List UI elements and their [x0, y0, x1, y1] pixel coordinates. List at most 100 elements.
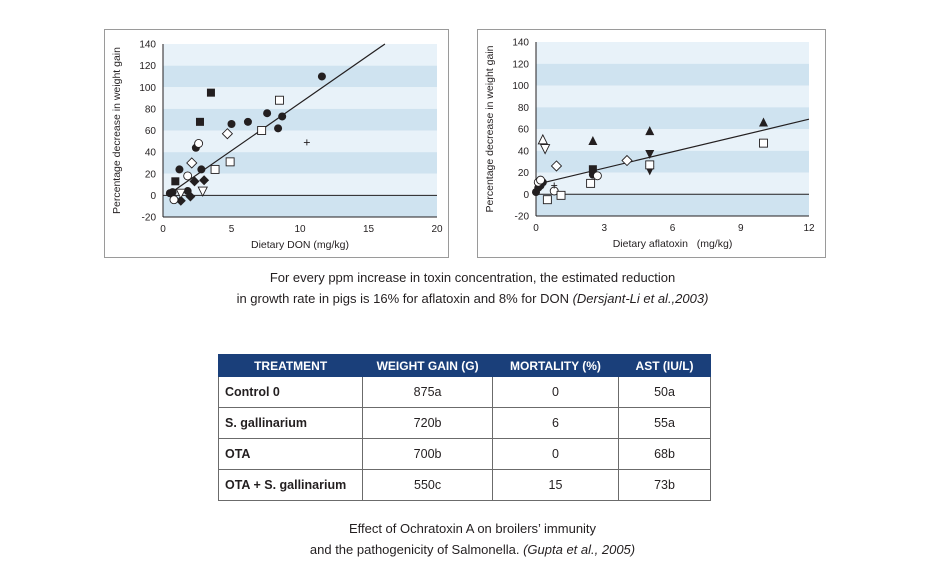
don-point-plus [303, 139, 310, 146]
aflatoxin-x-tick-label: 12 [803, 223, 815, 234]
don-x-tick-label: 15 [363, 224, 375, 235]
aflatoxin-point-triangle-up-filled [645, 126, 655, 136]
cell-treatment: OTA [217, 438, 364, 470]
don-point-square-open [225, 157, 235, 167]
aflatoxin-y-tick-label: 60 [518, 125, 530, 136]
don-y-tick-label: 80 [145, 104, 157, 115]
don-point-circle-filled [243, 117, 252, 126]
aflatoxin-y-tick-label: 120 [512, 59, 529, 70]
aflatoxin-point-triangle-down-filled [645, 150, 655, 160]
don-point-square-open [257, 126, 267, 135]
chart-caption-citation: (Dersjant-Li et al.,2003) [572, 291, 709, 306]
don-point-circle-open [194, 139, 204, 148]
cell-treatment: Control 0 [217, 376, 364, 408]
don-band [163, 195, 437, 217]
table-caption-line2: and the pathogenicity of Salmonella. (Gu… [0, 539, 945, 560]
don-y-tick-label: 20 [145, 169, 157, 180]
aflatoxin-band [536, 63, 809, 86]
don-x-tick-label: 20 [431, 224, 443, 235]
don-band [163, 44, 437, 66]
don-point-square-open [274, 95, 284, 105]
header-mortality: MORTALITY (%) [491, 354, 620, 377]
aflatoxin-chart: 140 120 100 80 60 40 20 0 -20 0 3 6 9 12 Dietary aflat… [477, 29, 826, 258]
don-point-square-open [210, 164, 220, 174]
don-y-tick-label: 100 [139, 83, 156, 94]
table-row: OTA + S. gallinarium 550c 15 73b [217, 469, 711, 501]
chart-caption-line1: For every ppm increase in toxin concentr… [269, 270, 676, 285]
don-chart: 140 120 100 80 60 40 20 0 -20 0 5 10 15 20 Dietary DON… [104, 29, 449, 258]
don-y-tick-label: 40 [145, 148, 157, 159]
aflatoxin-point-diamond-open [621, 154, 633, 167]
don-band [163, 87, 437, 109]
don-point-diamond-filled [185, 191, 196, 202]
cell-ast: 73b [618, 469, 711, 501]
aflatoxin-fit-line [535, 118, 810, 186]
don-y-tick-label: -20 [142, 213, 157, 224]
don-point-circle-filled [317, 72, 326, 81]
don-band [163, 173, 437, 196]
don-point-square-filled [195, 117, 204, 126]
table-row: S. gallinarium 720b 6 55a [217, 407, 711, 439]
header-weight-gain: WEIGHT GAIN (G) [362, 354, 493, 377]
don-x-tick-label: 10 [294, 224, 306, 235]
aflatoxin-band [536, 172, 809, 195]
don-point-circle-filled [197, 165, 206, 174]
header-treatment: TREATMENT [217, 354, 364, 377]
don-point-circle-filled [168, 188, 177, 197]
aflatoxin-point-square-filled [588, 165, 597, 174]
don-point-circle-open [183, 171, 193, 181]
don-point-triangle-down-open [175, 188, 187, 200]
cell-weight-gain: 700b [362, 438, 493, 470]
aflatoxin-y-tick-label: 100 [512, 81, 529, 92]
aflatoxin-band [536, 194, 809, 216]
don-point-circle-open [169, 195, 179, 205]
don-y-tick-label: 60 [145, 126, 157, 137]
aflatoxin-point-diamond-open [550, 160, 563, 172]
aflatoxin-point-circle-open [592, 171, 602, 181]
results-table: TREATMENT WEIGHT GAIN (G) MORTALITY (%) … [217, 354, 711, 501]
table-caption-citation: (Gupta et al., 2005) [523, 542, 636, 557]
cell-mortality: 0 [491, 438, 620, 470]
don-point-circle-filled [278, 112, 287, 121]
aflatoxin-point-square-open [645, 160, 655, 170]
aflatoxin-y-tick-label: 80 [518, 103, 530, 114]
cell-ast: 55a [618, 407, 711, 439]
table-header-row: TREATMENT WEIGHT GAIN (G) MORTALITY (%) … [217, 354, 711, 377]
header-ast: AST (IU/L) [618, 354, 711, 377]
cell-weight-gain: 550c [362, 469, 493, 501]
aflatoxin-point-triangle-up-open [537, 133, 549, 145]
table-row: OTA 700b 0 68b [217, 438, 711, 470]
aflatoxin-x-tick-label: 9 [738, 223, 744, 234]
don-point-square-filled [171, 177, 180, 186]
aflatoxin-x-axis-title: Dietary aflatoxin (mg/kg) [613, 238, 733, 250]
don-point-diamond-filled [189, 176, 200, 187]
don-point-diamond-filled [199, 175, 210, 186]
don-y-tick-label: 0 [150, 191, 156, 202]
aflatoxin-y-tick-label: 0 [523, 190, 529, 201]
don-point-circle-filled [175, 165, 184, 174]
aflatoxin-x-tick-label: 0 [533, 223, 539, 234]
aflatoxin-point-triangle-up-filled [759, 117, 768, 127]
don-point-circle-filled [227, 120, 236, 129]
don-point-diamond-open [186, 157, 198, 169]
aflatoxin-y-axis-title: Percentage decrease in weight gain [484, 45, 496, 212]
don-point-circle-filled [263, 109, 272, 118]
aflatoxin-y-tick-label: -20 [515, 212, 530, 223]
cell-ast: 50a [618, 376, 711, 408]
aflatoxin-point-circle-open [536, 175, 545, 185]
don-point-circle-filled [274, 124, 283, 133]
aflatoxin-point-square-open [586, 178, 596, 188]
table-caption-line1: Effect of Ochratoxin A on broilers’ immu… [348, 521, 597, 536]
don-band [163, 130, 437, 153]
don-point-diamond-open [221, 128, 234, 140]
aflatoxin-band [536, 42, 809, 64]
cell-weight-gain: 875a [362, 376, 493, 408]
aflatoxin-point-square-open [759, 138, 768, 148]
don-point-triangle-down-open [197, 186, 208, 198]
don-x-tick-label: 0 [160, 224, 166, 235]
aflatoxin-y-tick-label: 20 [518, 168, 530, 179]
chart-caption-line2-text: in growth rate in pigs is 16% for aflato… [236, 291, 573, 306]
table-caption: Effect of Ochratoxin A on broilers’ immu… [0, 518, 945, 560]
